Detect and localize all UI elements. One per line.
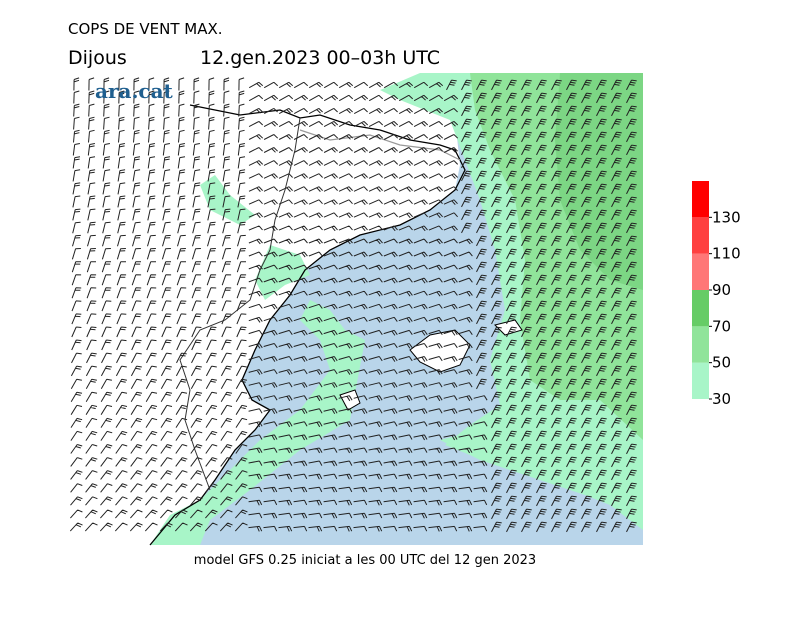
- colorbar-label: 90: [712, 281, 731, 299]
- colorbar-bin: [692, 326, 709, 363]
- brand-logo: ara.cat: [95, 79, 174, 103]
- colorbar-bin: [692, 181, 709, 218]
- colorbar-bin: [692, 290, 709, 327]
- wind-zone-delta: [255, 245, 310, 300]
- wind-zone-south: [440, 410, 643, 520]
- footer: model GFS 0.25 iniciat a les 00 UTC del …: [194, 553, 536, 568]
- wind-zone-50b: [555, 73, 643, 290]
- map: ara.cat: [68, 73, 643, 546]
- colorbar-label: 130: [712, 208, 741, 226]
- colorbar-label: 110: [712, 245, 741, 263]
- period: 12.gen.2023 00–03h UTC: [200, 47, 440, 69]
- coastline: [149, 104, 466, 546]
- wind-zone-inland: [200, 175, 255, 225]
- wind-barbs: [69, 77, 637, 533]
- eivissa: [339, 389, 361, 411]
- region-border: [299, 129, 461, 161]
- colorbar-bin: [692, 217, 709, 254]
- colorbar-label: 30: [712, 390, 731, 408]
- colorbar-label: 70: [712, 317, 731, 335]
- day: Dijous: [68, 47, 127, 69]
- barb-field: [69, 77, 637, 533]
- colorbar: 30 50 70 90 110 130: [692, 181, 741, 408]
- wind-zone-coast: [150, 300, 365, 545]
- colorbar-bin: [692, 253, 709, 290]
- menorca: [494, 319, 523, 336]
- colorbar-label: 50: [712, 354, 731, 372]
- title: COPS DE VENT MAX.: [68, 20, 223, 38]
- colorbar-bin: [692, 362, 709, 399]
